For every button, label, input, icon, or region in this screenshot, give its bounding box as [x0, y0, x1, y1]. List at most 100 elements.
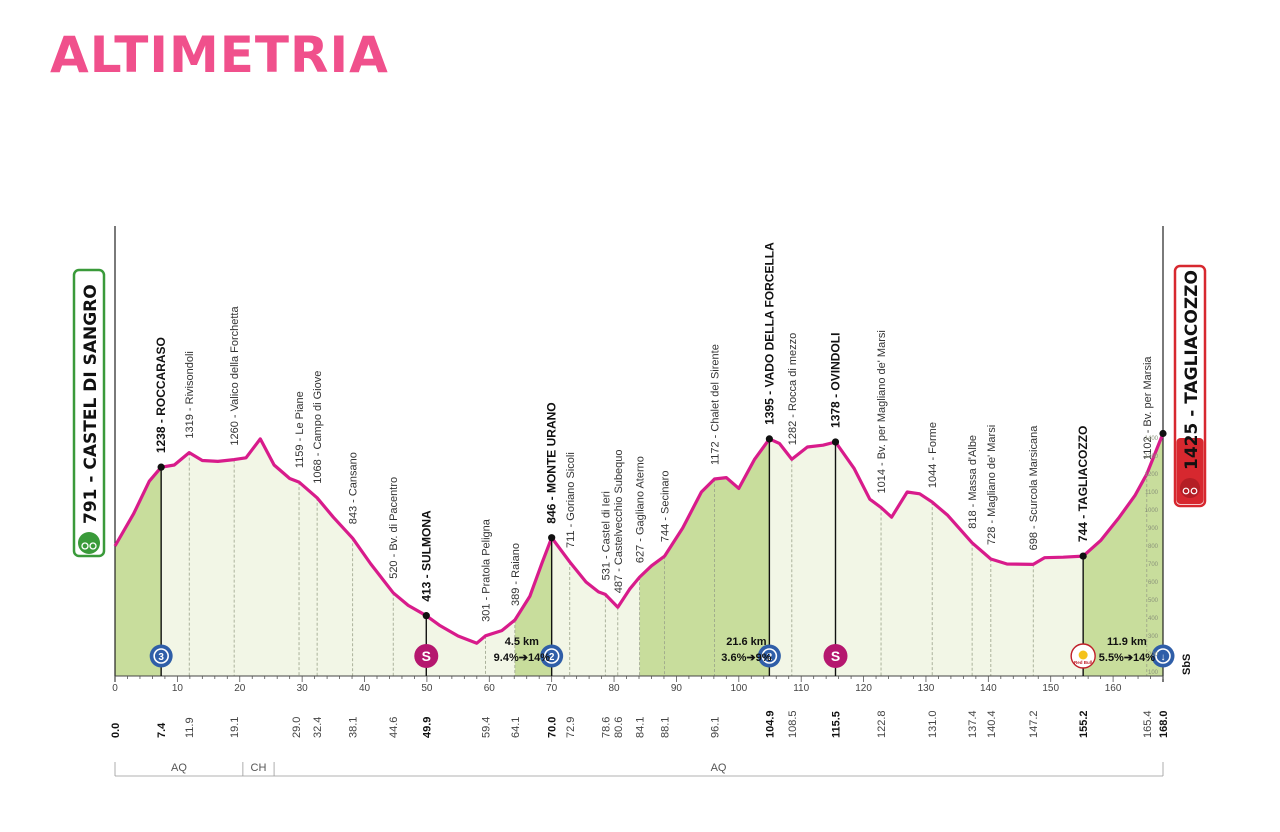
x-tick-label: 130	[918, 683, 935, 694]
finish-scale-label: 100	[1148, 670, 1159, 676]
x-tick-label: 110	[793, 683, 809, 694]
checkpoint-label: 818 - Massa d'Albe	[967, 435, 979, 529]
kom-badge-disc	[757, 644, 781, 668]
profile-line	[113, 432, 1165, 645]
finish-scale-label: 700	[1148, 562, 1159, 568]
km-label: 155.2	[1078, 710, 1090, 738]
start-finish: 791 - CASTEL DI SANGRO 1425 - TAGLIACOZZO…	[72, 264, 1207, 676]
checkpoint-labels: 1238 - ROCCARASO 1319 - Rivisondoli 1260 -…	[154, 242, 1154, 622]
climb-length: 11.9 km	[1107, 636, 1147, 648]
sprint-badge-text: S	[422, 648, 431, 664]
finish-scale-label: 300	[1148, 634, 1159, 640]
region-bar: AQ CH AQ	[114, 762, 1164, 777]
badge-sprint-icon: S	[414, 644, 439, 668]
finish-scale-label: 1100	[1145, 490, 1159, 496]
km-label: 7.4	[156, 722, 168, 738]
region-label: AQ	[711, 762, 727, 774]
x-tick-label: 40	[359, 683, 371, 694]
km-labels: 0.0 7.4 11.9 19.1 29.0 32.4 38.1 44.6 49.9 59.4 64…	[110, 710, 1170, 738]
start-label: 791 - CASTEL DI SANGRO	[81, 284, 101, 524]
axis	[114, 226, 1164, 682]
x-tick-label: 20	[234, 683, 246, 694]
badge-sprint-icon: S	[823, 644, 848, 668]
km-label: 122.8	[876, 710, 888, 738]
km-label: 59.4	[481, 717, 493, 738]
sprint-badge-disc	[823, 644, 848, 668]
km-label: 29.0	[291, 717, 303, 738]
checkpoint-label: 389 - Raiano	[510, 543, 522, 606]
region-label: AQ	[171, 762, 187, 774]
km-label: 80.6	[613, 717, 625, 738]
sprint-badge-text: S	[831, 648, 840, 664]
km-label: 0.0	[110, 723, 122, 738]
checkpoint-label: 413 - SULMONA	[419, 510, 433, 602]
km-label: 32.4	[312, 717, 324, 738]
checkpoint-label: 728 - Magliano de' Marsi	[986, 425, 998, 545]
x-tick-label: 60	[484, 683, 496, 694]
checkpoint-label: 846 - MONTE URANO	[545, 402, 559, 523]
checkpoint-dot	[831, 438, 840, 446]
km-label: 11.9	[184, 717, 196, 738]
redbull-badge-text: Red Bull	[1074, 660, 1092, 665]
checkpoint-label: 711 - Goriano Sicoli	[565, 452, 577, 548]
km-label: 140.4	[986, 710, 998, 738]
finish-dot	[1159, 429, 1167, 438]
km-label: 104.9	[764, 710, 776, 738]
km-label: 78.6	[600, 717, 612, 738]
kom-badge-text: ↓	[1161, 652, 1166, 663]
x-tick-label: 30	[297, 683, 309, 694]
checkpoint-label: 1172 - Chalet del Sirente	[709, 344, 721, 465]
x-tick-label: 100	[730, 683, 747, 694]
km-label: 19.1	[229, 717, 241, 738]
climb-badges: 3 S 2 2 S Red Bull ↓	[149, 643, 1175, 669]
x-tick-label: 140	[980, 683, 997, 694]
kom-badge-disc	[1151, 644, 1175, 668]
km-label: 137.4	[967, 710, 979, 738]
km-label: 115.5	[831, 711, 843, 738]
sprint-badge-disc	[414, 644, 439, 668]
finish-cyclist-icon	[1180, 478, 1200, 498]
finish-wheel-icon	[1190, 487, 1198, 495]
km-label: 96.1	[709, 717, 721, 738]
km-label: 44.6	[388, 717, 400, 738]
km-label: 88.1	[660, 717, 672, 738]
checkpoint-label: 1395 - VADO DELLA FORCELLA	[762, 242, 776, 425]
finish-scale-label: 800	[1148, 544, 1159, 550]
kom-badge-text: 2	[767, 652, 773, 663]
finish-scale-label: 900	[1148, 526, 1159, 532]
kom-badge-ring	[1155, 648, 1171, 664]
checkpoint-label: 627 - Gagliano Aterno	[635, 456, 647, 563]
kom-badge-ring	[153, 648, 169, 664]
climb-grade: 5.5%➔14%	[1099, 652, 1156, 664]
start-wheel-icon	[89, 542, 97, 550]
km-label: 64.1	[510, 717, 522, 738]
km-label: 108.5	[787, 710, 799, 738]
start-cyclist-icon	[78, 532, 100, 554]
checkpoint-label: 1238 - ROCCARASO	[154, 337, 168, 453]
checkpoint-guides	[188, 452, 1148, 676]
kom-badge-text: 3	[158, 652, 164, 663]
finish-scale-label: 1200	[1145, 472, 1159, 478]
km-label: 131.0	[927, 710, 939, 738]
km-label: 147.2	[1028, 710, 1040, 738]
km-label: 38.1	[348, 717, 360, 738]
finish-scale-label: 500	[1148, 598, 1159, 604]
checkpoint-label: 698 - Scurcola Marsicana	[1028, 425, 1040, 551]
checkpoint-label: 1282 - Rocca di mezzo	[787, 333, 799, 446]
km-label: 70.0	[547, 717, 559, 738]
km-label: 165.4	[1142, 710, 1154, 738]
kom-badge-ring	[543, 648, 560, 664]
km-label: 49.9	[421, 717, 433, 738]
checkpoint-label: 744 - Secinaro	[660, 471, 672, 543]
badge-finish-icon: ↓	[1151, 644, 1175, 668]
start-box	[72, 268, 106, 558]
checkpoint-label: 487 - Castelvecchio Subequo	[613, 449, 625, 593]
region-label: CH	[251, 762, 267, 774]
profile-fill	[115, 433, 1163, 676]
checkpoint-label: 1102 - Bv. per Marsia	[1142, 356, 1154, 460]
km-label: 84.1	[635, 717, 647, 738]
finish-scale-label: 400	[1148, 616, 1159, 622]
start-wheel-icon	[81, 542, 89, 550]
finish-wheel-icon	[1182, 487, 1190, 495]
kom-badge-disc	[540, 644, 564, 668]
